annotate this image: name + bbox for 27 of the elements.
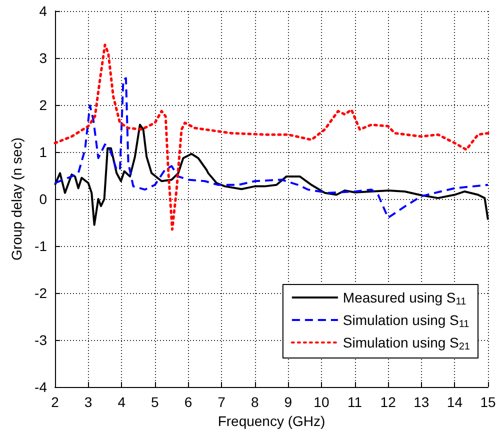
y-tick-label: -1 xyxy=(34,238,48,254)
x-tick-label: 14 xyxy=(446,394,463,410)
x-tick-label: 12 xyxy=(380,394,396,410)
y-tick-label: -2 xyxy=(34,285,48,301)
y-axis-title: Group delay (n sec) xyxy=(8,138,25,260)
y-tick-label: -4 xyxy=(34,379,48,395)
x-tick-label: 8 xyxy=(250,394,259,410)
line-series xyxy=(54,44,490,231)
y-tick-label: 0 xyxy=(39,191,48,207)
x-tick-label: 4 xyxy=(118,394,126,410)
x-tick-label: 7 xyxy=(218,394,226,410)
x-axis-title: Frequency (GHz) xyxy=(218,412,326,429)
x-tick-label: 9 xyxy=(284,394,292,410)
y-tick-label: 2 xyxy=(39,97,48,113)
x-tick-label: 5 xyxy=(151,394,160,410)
x-tick-label: 3 xyxy=(84,394,92,410)
x-tick-label: 6 xyxy=(184,394,192,410)
y-tick-label: 4 xyxy=(39,3,48,19)
y-tick-label: 3 xyxy=(39,50,48,66)
x-tick-label: 10 xyxy=(314,394,330,410)
x-tick-label: 13 xyxy=(414,394,430,410)
y-tick-label: 1 xyxy=(39,144,48,160)
line-series xyxy=(54,77,489,219)
y-tick-label: -3 xyxy=(34,332,48,348)
x-tick-label: 2 xyxy=(51,394,60,410)
x-tick-label: 15 xyxy=(480,394,496,410)
x-tick-label: 11 xyxy=(347,394,362,410)
